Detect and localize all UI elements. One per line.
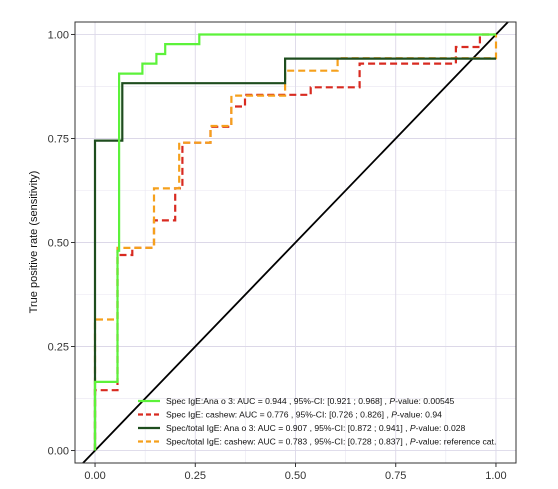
x-tick-label-0: 0.00 — [84, 470, 105, 482]
x-tick-label-3: 0.75 — [385, 470, 406, 482]
x-tick-label-1: 0.25 — [185, 470, 206, 482]
legend-label-3: Spec/total IgE: cashew: AUC = 0.783 , 95… — [166, 437, 496, 447]
axes: 0.00 0.25 0.50 0.75 1.00 0.00 0.25 0.50 0.75 1.00 — [48, 29, 507, 482]
legend-label-2: Spec/total IgE: Ana o 3: AUC = 0.907 , 9… — [166, 423, 466, 433]
y-tick-label-2: 0.50 — [48, 238, 69, 250]
legend-label-1: Spec IgE: cashew: AUC = 0.776 , 95%-CI: … — [166, 410, 442, 420]
y-tick-label-4: 1.00 — [48, 29, 69, 41]
legend: Spec IgE:Ana o 3: AUC = 0.944 , 95%-CI: … — [138, 396, 496, 447]
roc-curve-2 — [93, 57, 496, 451]
y-tick-label-1: 0.25 — [48, 342, 69, 354]
y-axis-title: True positive rate (sensitivity) — [28, 171, 40, 314]
legend-label-0: Spec IgE:Ana o 3: AUC = 0.944 , 95%-CI: … — [166, 396, 455, 406]
roc-curve-1 — [93, 33, 496, 451]
y-tick-label-3: 0.75 — [48, 133, 69, 145]
roc-curve-0 — [93, 33, 496, 451]
x-tick-label-4: 1.00 — [485, 470, 506, 482]
reference-diagonal — [82, 21, 509, 464]
y-tick-label-0: 0.00 — [48, 446, 69, 458]
x-tick-label-2: 0.50 — [285, 470, 306, 482]
roc-curves — [93, 33, 498, 451]
